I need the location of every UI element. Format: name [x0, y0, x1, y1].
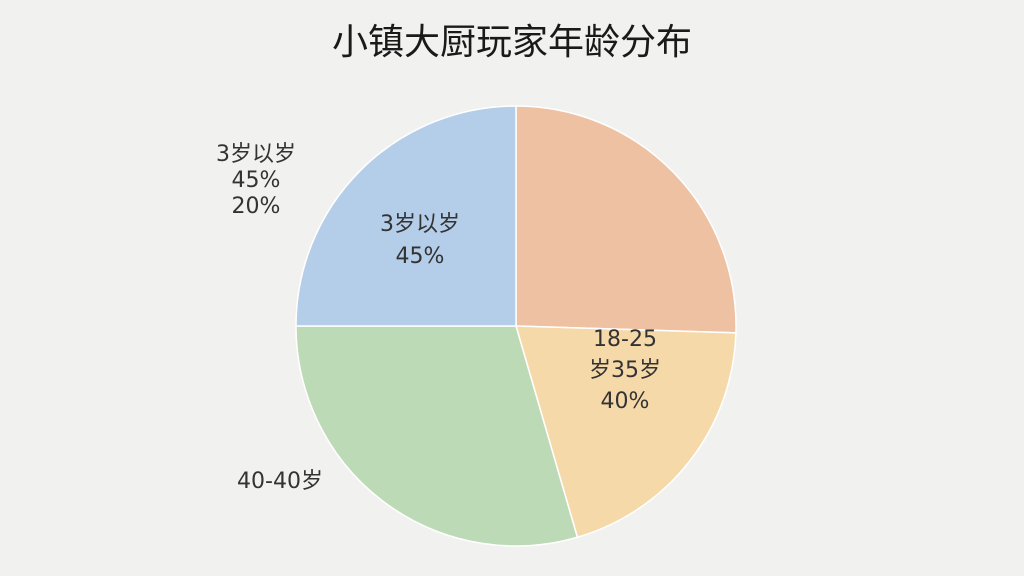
annotation: 40-40岁 [237, 469, 323, 494]
pie-slice [515, 105, 737, 334]
pie-slice [514, 325, 737, 539]
chart-title: 小镇大厨玩家年龄分布 [332, 22, 692, 63]
annotation: 岁35岁 [589, 358, 661, 383]
pie-slice [295, 105, 517, 327]
annotation: 45% [396, 244, 445, 269]
annotation: 40% [601, 389, 650, 414]
pie-slice [295, 325, 579, 547]
annotation: 3岁以岁 [380, 212, 460, 237]
annotation: 45% [232, 168, 281, 193]
annotation: 3岁以岁 [216, 142, 296, 167]
annotation: 20% [232, 194, 281, 219]
annotation: 18-25 [593, 327, 657, 352]
